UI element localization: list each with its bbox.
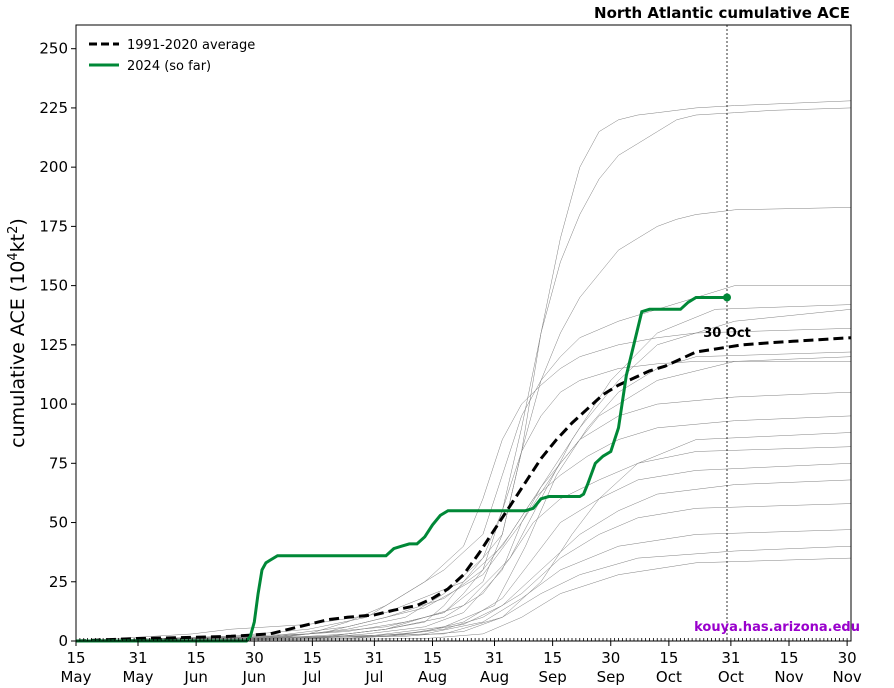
x-tick-label-month: Oct	[656, 668, 682, 686]
x-tick-label-day: 30	[838, 649, 857, 667]
x-tick-label-month: Jun	[242, 668, 266, 686]
x-tick-label-month: Jul	[302, 668, 321, 686]
current-point-marker	[723, 293, 731, 302]
x-tick-label-day: 30	[601, 649, 620, 667]
x-tick-label-day: 31	[128, 649, 147, 667]
historical-year-line	[75, 545, 852, 642]
x-tick-label-day: 15	[543, 649, 562, 667]
y-tick-label: 50	[49, 514, 68, 532]
credit-text: kouya.has.arizona.edu	[694, 620, 860, 635]
x-tick-label-month: Aug	[418, 668, 447, 686]
y-tick-label: 175	[39, 217, 68, 235]
x-tick-label-month: Nov	[774, 668, 803, 686]
historical-year-line	[75, 207, 852, 642]
y-tick-label: 150	[39, 277, 68, 295]
historical-year-line	[75, 328, 852, 642]
legend-label: 1991-2020 average	[127, 38, 255, 53]
x-axis: 15May31May15Jun30Jun15Jul31Jul15Aug31Aug…	[60, 638, 862, 686]
x-tick-label-day: 15	[187, 649, 206, 667]
x-tick-label-month: Sep	[538, 668, 566, 686]
y-tick-label: 125	[39, 336, 68, 354]
y-tick-label: 250	[39, 40, 68, 58]
x-tick-label-month: Jul	[364, 668, 383, 686]
historical-year-line	[75, 285, 851, 642]
chart-title: North Atlantic cumulative ACE	[594, 4, 850, 22]
series-average-line	[75, 336, 852, 643]
x-tick-label-month: Sep	[597, 668, 625, 686]
x-tick-label-day: 31	[721, 649, 740, 667]
current-date-annotation: 30 Oct	[703, 326, 751, 341]
historical-year-line	[75, 529, 852, 642]
historical-year-line	[76, 100, 852, 642]
x-tick-label-day: 15	[779, 649, 798, 667]
x-tick-label-month: Nov	[832, 668, 861, 686]
y-tick-label: 100	[39, 395, 68, 413]
series-current-line	[76, 296, 727, 643]
historical-year-line	[75, 557, 852, 642]
x-tick-label-day: 15	[66, 649, 85, 667]
x-tick-label-month: May	[122, 668, 153, 686]
x-tick-label-day: 30	[245, 649, 264, 667]
y-tick-label: 75	[49, 454, 68, 472]
y-tick-label: 225	[39, 99, 68, 117]
historical-year-line	[75, 356, 852, 642]
y-axis: 0 25 50 75 100 125 150 175 200 225 250	[39, 40, 76, 650]
legend: 1991-2020 average 2024 (so far)	[89, 38, 255, 74]
historical-year-line	[75, 432, 852, 642]
x-tick-label-month: Aug	[480, 668, 509, 686]
y-axis-label: cumulative ACE (104kt2)	[6, 218, 30, 448]
historical-year-line	[75, 361, 851, 642]
x-tick-label-day: 15	[423, 649, 442, 667]
y-tick-label: 200	[39, 158, 68, 176]
historical-year-line	[75, 391, 852, 642]
x-tick-label-month: Oct	[718, 668, 744, 686]
historical-year-line	[75, 463, 852, 642]
x-tick-label-month: May	[60, 668, 91, 686]
x-tick-label-day: 15	[659, 649, 678, 667]
historical-year-line	[75, 309, 852, 642]
legend-label: 2024 (so far)	[127, 59, 211, 74]
historical-year-line	[75, 503, 852, 642]
x-tick-label-month: Jun	[183, 668, 207, 686]
y-tick-label: 25	[49, 573, 68, 591]
x-tick-label-day: 15	[303, 649, 322, 667]
x-tick-label-day: 31	[485, 649, 504, 667]
y-tick-label: 0	[58, 632, 68, 650]
x-tick-label-day: 31	[365, 649, 384, 667]
historical-year-line	[75, 351, 852, 642]
historical-series-group	[75, 100, 852, 642]
